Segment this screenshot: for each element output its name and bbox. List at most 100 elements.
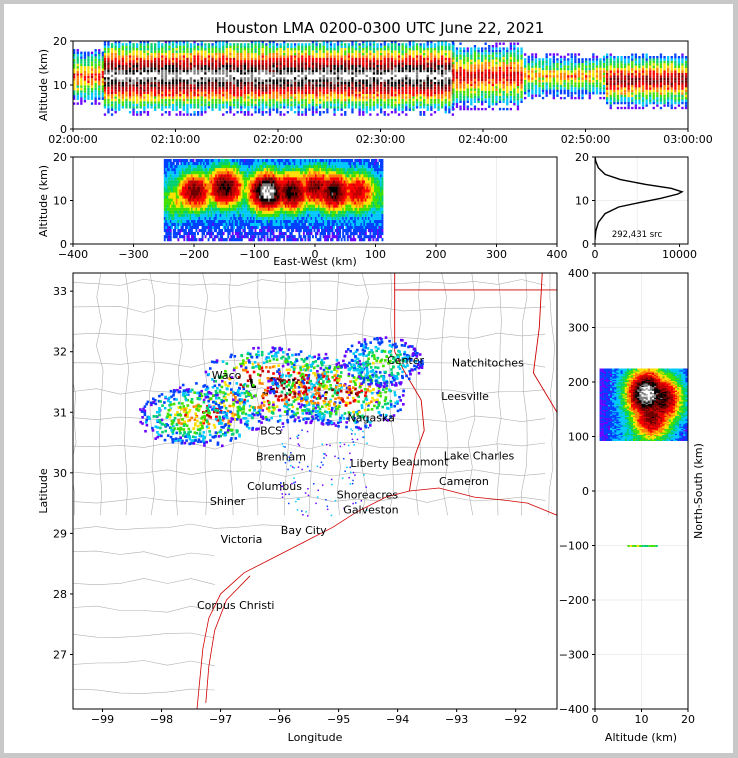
time-density-cell (186, 52, 189, 56)
time-density-cell (365, 48, 368, 51)
time-density-cell (154, 81, 157, 85)
time-density-cell (491, 103, 494, 106)
time-density-cell (351, 103, 354, 107)
time-density-cell (139, 45, 142, 48)
ew-density-cell (163, 177, 166, 181)
time-density-cell (509, 69, 512, 72)
time-density-cell (329, 101, 333, 104)
ew-density-cell (163, 210, 166, 214)
time-density-cell (143, 98, 146, 102)
ew-density-cell (187, 232, 190, 236)
time-density-cell (164, 98, 167, 102)
time-density-cell (258, 86, 261, 90)
time-density-cell (175, 79, 178, 82)
time-density-cell (463, 78, 466, 82)
time-density-cell (534, 92, 538, 95)
time-density-cell (276, 89, 279, 92)
time-density-cell (304, 103, 307, 107)
time-density-cell (94, 102, 97, 105)
time-density-cell (276, 62, 279, 65)
time-density-cell (430, 52, 433, 56)
time-density-cell (128, 111, 132, 114)
time-density-cell (283, 84, 286, 87)
time-density-cell (250, 96, 254, 99)
time-density-cell (225, 48, 228, 51)
time-density-cell (376, 91, 379, 94)
time-density-cell (613, 65, 616, 68)
time-density-cell (667, 60, 670, 64)
time-density-cell (283, 45, 286, 48)
time-density-cell (358, 50, 361, 53)
time-density-cell (627, 97, 630, 100)
time-density-cell (588, 65, 591, 68)
time-density-cell (394, 62, 397, 65)
time-density-cell (606, 101, 609, 105)
time-density-cell (556, 58, 559, 61)
time-density-cell (541, 84, 545, 88)
time-density-cell (423, 103, 426, 107)
time-density-cell (73, 51, 76, 54)
time-density-cell (481, 54, 484, 57)
time-density-cell (247, 69, 250, 73)
time-density-cell (139, 79, 142, 82)
time-density-cell (182, 89, 185, 92)
figure-canvas: Houston LMA 0200-0300 UTC June 22, 2021 … (4, 4, 733, 753)
time-density-cell (609, 58, 612, 61)
ew-density-cell (183, 183, 186, 187)
time-density-cell (513, 69, 516, 72)
time-density-cell (419, 45, 422, 48)
time-density-cell (405, 94, 408, 97)
time-density-cell (545, 65, 548, 68)
time-density-cell (423, 113, 426, 116)
time-density-cell (559, 82, 563, 85)
time-density-cell (103, 86, 107, 90)
time-density-cell (293, 74, 297, 78)
time-density-cell (193, 43, 196, 46)
time-density-cell (365, 98, 368, 102)
time-density-cell (236, 94, 239, 97)
time-density-cell (297, 101, 300, 104)
time-density-cell (311, 69, 315, 73)
time-density-cell (430, 77, 433, 80)
time-density-cell (484, 49, 487, 53)
ew-density-cell (169, 195, 172, 199)
time-density-cell (175, 52, 178, 56)
time-density-cell (401, 45, 404, 48)
time-density-cell (459, 107, 462, 111)
time-density-cell (516, 105, 520, 108)
time-density-cell (545, 53, 548, 56)
time-density-cell (80, 87, 83, 91)
time-density-cell (365, 50, 368, 53)
time-density-cell (240, 111, 243, 114)
time-density-cell (200, 79, 203, 82)
time-density-cell (441, 77, 444, 80)
time-density-cell (136, 45, 139, 48)
time-density-cell (477, 64, 480, 67)
time-density-cell (545, 72, 548, 76)
time-density-cell (638, 56, 641, 59)
time-density-cell (506, 52, 509, 55)
time-density-cell (276, 86, 279, 90)
time-density-cell (240, 55, 243, 58)
time-density-cell (128, 52, 132, 56)
time-density-cell (218, 65, 221, 68)
time-density-cell (146, 45, 150, 48)
ew-density-cell (169, 213, 172, 217)
time-density-cell (362, 81, 365, 85)
time-density-cell (204, 48, 207, 51)
time-density-cell (200, 65, 203, 68)
time-density-cell (73, 75, 76, 79)
time-density-cell (405, 55, 408, 58)
ew-density-cell (192, 216, 195, 220)
time-density-cell (527, 82, 530, 85)
time-density-cell (552, 65, 555, 68)
time-density-cell (473, 78, 477, 82)
time-density-cell (351, 108, 354, 111)
time-density-cell (103, 52, 107, 56)
time-density-cell (297, 84, 300, 87)
time-density-cell (419, 55, 422, 58)
ew-density-cell (187, 201, 190, 205)
ew-density-cell (180, 165, 183, 169)
time-density-cell (670, 70, 673, 73)
time-density-cell (297, 55, 300, 58)
